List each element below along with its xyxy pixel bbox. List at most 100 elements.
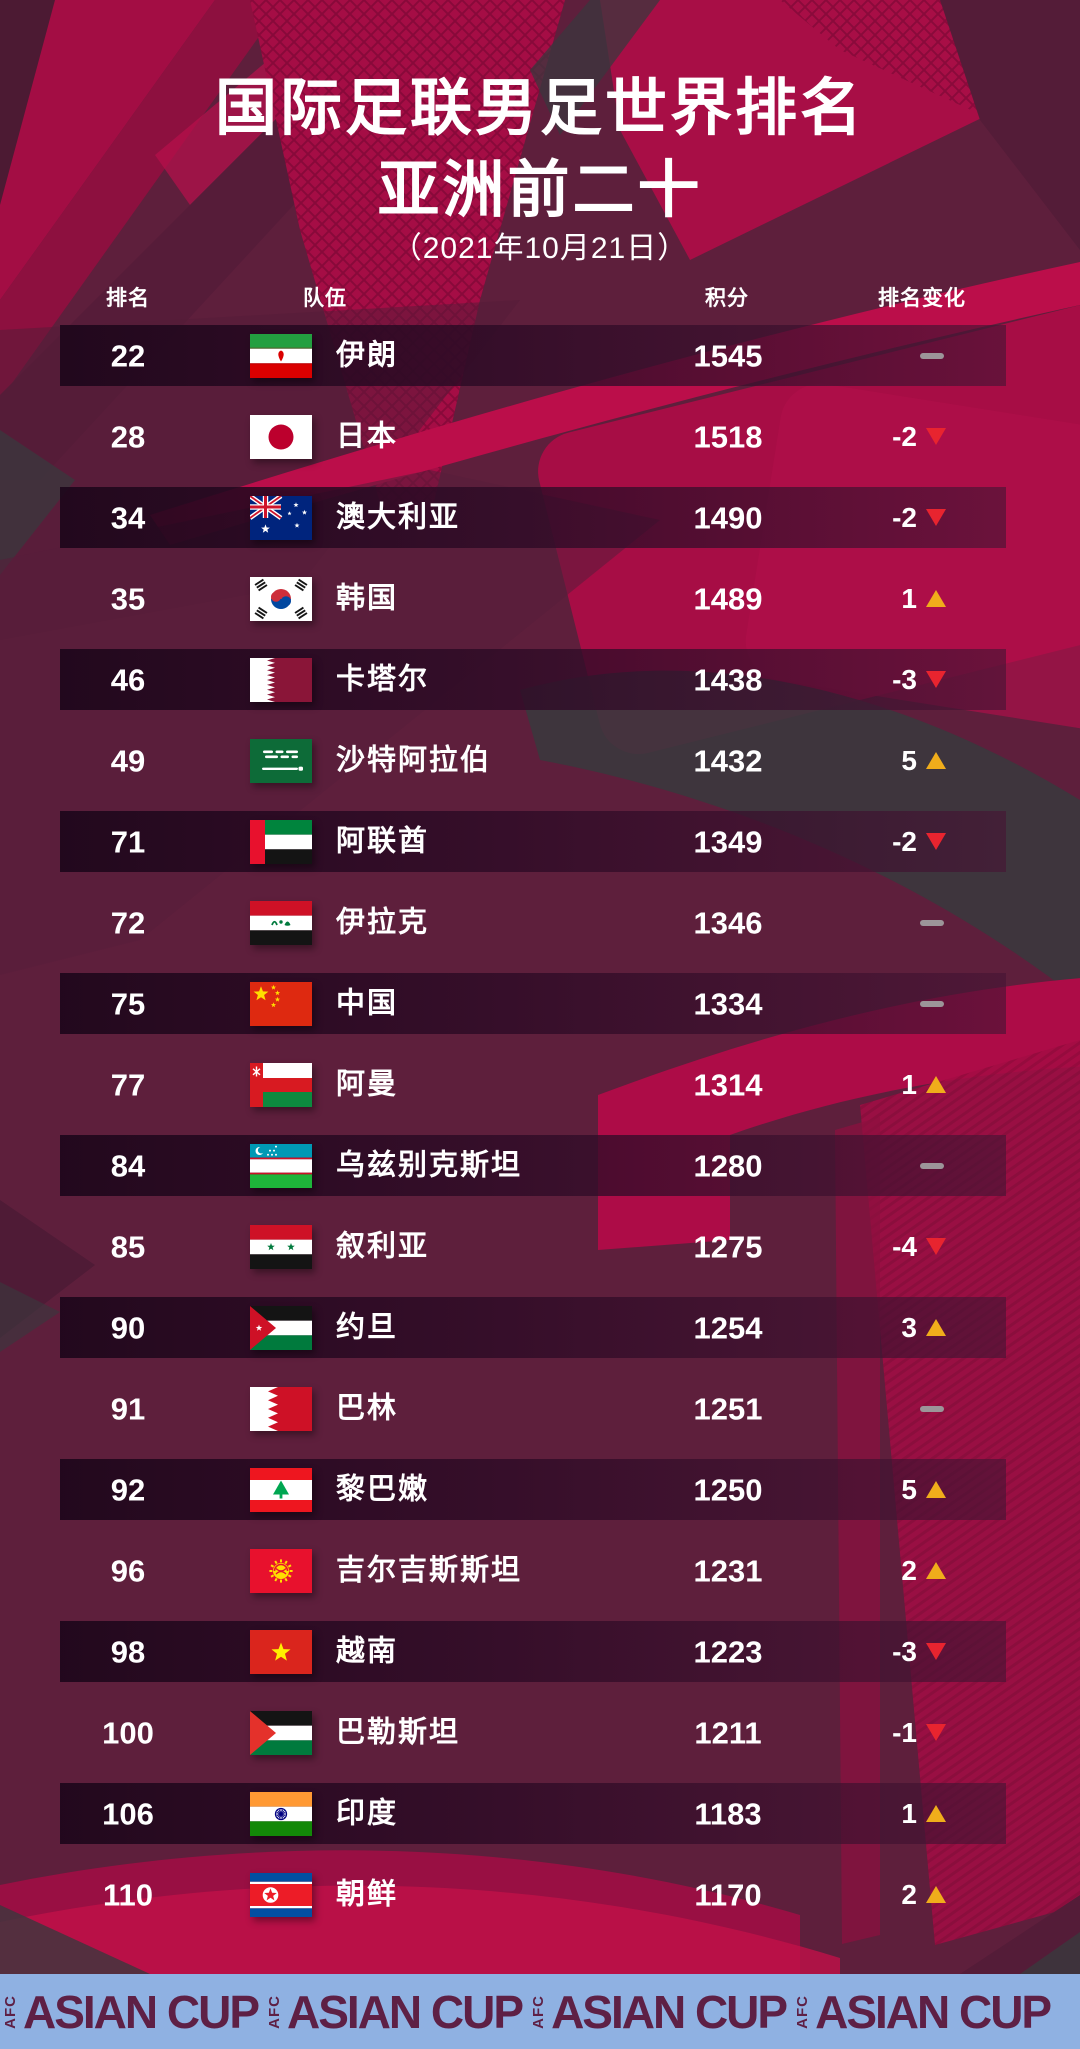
rank-change: -4 xyxy=(830,1216,946,1277)
rank-value: 84 xyxy=(110,1148,146,1183)
table-row: 35 韩国 1489 1 xyxy=(60,568,1006,629)
afc-vertical-label: AFC xyxy=(2,1994,19,2029)
rank-change-value: -1 xyxy=(892,1716,917,1748)
rank-value: 91 xyxy=(110,1391,146,1426)
table-row: 98 越南 1223 -3 xyxy=(60,1621,1006,1682)
no-change-icon xyxy=(920,1162,944,1169)
team-name: 巴林 xyxy=(336,1392,399,1424)
south-korea-flag-icon xyxy=(250,576,312,621)
rank-change: -2 xyxy=(830,487,946,548)
table-row: 106 印度 1183 1 xyxy=(60,1783,1006,1844)
rank-down-icon xyxy=(926,1238,946,1255)
no-change-icon xyxy=(920,352,944,359)
afc-asian-cup-banner: AFC ASIAN CUP AFC ASIAN CUP AFC ASIAN CUP AFC A… xyxy=(0,1974,1080,2049)
rank-value: 98 xyxy=(110,1634,146,1669)
rank-value: 28 xyxy=(110,419,146,454)
rank-value: 85 xyxy=(110,1229,146,1264)
rank-change-value: 2 xyxy=(901,1554,917,1586)
rank-change-value: -3 xyxy=(892,663,917,695)
rank-change: -2 xyxy=(830,406,946,467)
rank-up-icon xyxy=(926,1481,946,1498)
rank-up-icon xyxy=(926,1562,946,1579)
afc-vertical-label: AFC xyxy=(794,1994,812,2029)
table-row: 77 阿曼 1314 1 xyxy=(60,1054,1006,1115)
rank-down-icon xyxy=(926,428,946,445)
team-name: 印度 xyxy=(336,1797,399,1829)
china-flag-icon xyxy=(250,981,312,1026)
points-value: 1438 xyxy=(693,662,763,697)
rank-change-value: -3 xyxy=(892,1635,917,1667)
team-name: 越南 xyxy=(336,1635,399,1667)
asian-cup-label: ASIAN CUP xyxy=(287,1985,524,2038)
asian-cup-label: ASIAN CUP xyxy=(815,1985,1052,2038)
rank-up-icon xyxy=(926,590,946,607)
afc-vertical-label: AFC xyxy=(530,1994,548,2029)
rank-change: 1 xyxy=(830,1783,946,1844)
rank-change xyxy=(830,1135,946,1196)
asian-cup-logo: AFC ASIAN CUP xyxy=(530,1989,788,2035)
team-name: 叙利亚 xyxy=(336,1230,430,1262)
rank-change xyxy=(830,973,946,1034)
lebanon-flag-icon xyxy=(250,1467,312,1512)
iran-flag-icon xyxy=(250,333,312,378)
points-value: 1223 xyxy=(693,1634,763,1669)
rank-value: 46 xyxy=(110,662,146,697)
points-value: 1349 xyxy=(693,824,763,859)
japan-flag-icon xyxy=(250,414,312,459)
points-value: 1489 xyxy=(693,581,763,616)
table-row: 28 日本 1518 -2 xyxy=(60,406,1006,467)
iraq-flag-icon xyxy=(250,900,312,945)
team-name: 澳大利亚 xyxy=(336,501,461,533)
rank-change: -2 xyxy=(830,811,946,872)
team-name: 韩国 xyxy=(336,582,399,614)
table-row: 34 澳大利亚 1490 -2 xyxy=(60,487,1006,548)
rank-change: -1 xyxy=(830,1702,946,1763)
table-row: 100 巴勒斯坦 1211 -1 xyxy=(60,1702,1006,1763)
points-value: 1518 xyxy=(693,419,763,454)
rank-value: 35 xyxy=(110,581,146,616)
north-korea-flag-icon xyxy=(250,1872,312,1917)
team-name: 卡塔尔 xyxy=(336,663,430,695)
rank-up-icon xyxy=(926,1805,946,1822)
kyrgyzstan-flag-icon xyxy=(250,1548,312,1593)
qatar-flag-icon xyxy=(250,657,312,702)
team-name: 阿联酋 xyxy=(336,825,430,857)
jordan-flag-icon xyxy=(250,1305,312,1350)
team-name: 伊拉克 xyxy=(336,906,430,938)
rank-change-value: -2 xyxy=(892,420,917,452)
rank-change xyxy=(830,325,946,386)
rank-down-icon xyxy=(926,671,946,688)
rank-value: 106 xyxy=(102,1796,154,1831)
team-name: 黎巴嫩 xyxy=(336,1473,430,1505)
vietnam-flag-icon xyxy=(250,1629,312,1674)
team-name: 朝鲜 xyxy=(336,1878,399,1910)
team-name: 中国 xyxy=(336,987,399,1019)
rank-value: 75 xyxy=(110,986,146,1021)
rank-value: 77 xyxy=(110,1067,146,1102)
rank-change-value: 5 xyxy=(901,744,917,776)
points-value: 1275 xyxy=(693,1229,763,1264)
column-header-change: 排名变化 xyxy=(878,287,966,310)
oman-flag-icon xyxy=(250,1062,312,1107)
table-row: 110 朝鲜 1170 2 xyxy=(60,1864,1006,1925)
no-change-icon xyxy=(920,919,944,926)
rank-change: 1 xyxy=(830,1054,946,1115)
asian-cup-logo: AFC ASIAN CUP xyxy=(2,1985,260,2038)
asian-cup-label: ASIAN CUP xyxy=(23,1985,260,2038)
rank-change xyxy=(830,892,946,953)
rank-change-value: 3 xyxy=(901,1311,917,1343)
table-row: 22 伊朗 1545 xyxy=(60,325,1006,386)
rank-change-value: 2 xyxy=(901,1878,917,1910)
team-name: 吉尔吉斯斯坦 xyxy=(336,1554,523,1586)
uae-flag-icon xyxy=(250,819,312,864)
rank-change: -3 xyxy=(830,1621,946,1682)
table-row: 91 巴林 1251 xyxy=(60,1378,1006,1439)
team-name: 伊朗 xyxy=(336,339,399,371)
team-name: 巴勒斯坦 xyxy=(336,1716,461,1748)
no-change-icon xyxy=(920,1000,944,1007)
rank-up-icon xyxy=(926,1319,946,1336)
table-row: 75 中国 1334 xyxy=(60,973,1006,1034)
column-header-rank: 排名 xyxy=(106,287,150,310)
points-value: 1314 xyxy=(693,1067,763,1102)
